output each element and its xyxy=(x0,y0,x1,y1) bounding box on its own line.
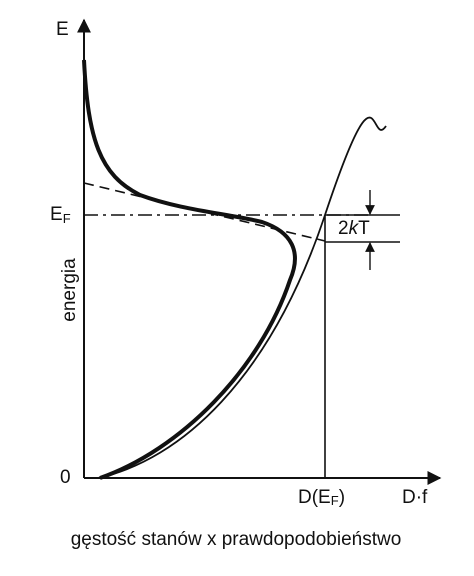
annotation-2kt: 2kT xyxy=(338,218,370,239)
x-symbol: D·f xyxy=(402,487,428,508)
origin-label: 0 xyxy=(60,467,71,488)
tangent-line xyxy=(83,182,326,242)
df-curve xyxy=(82,59,297,480)
x-fermi-label: D(EF) xyxy=(298,487,345,508)
dos-curve xyxy=(97,116,387,479)
caption: gęstość stanów x prawdopodobieństwo xyxy=(71,529,402,550)
y-title: energia xyxy=(59,258,80,322)
fermi-label: EF xyxy=(50,204,71,226)
y-symbol: E xyxy=(56,19,69,40)
